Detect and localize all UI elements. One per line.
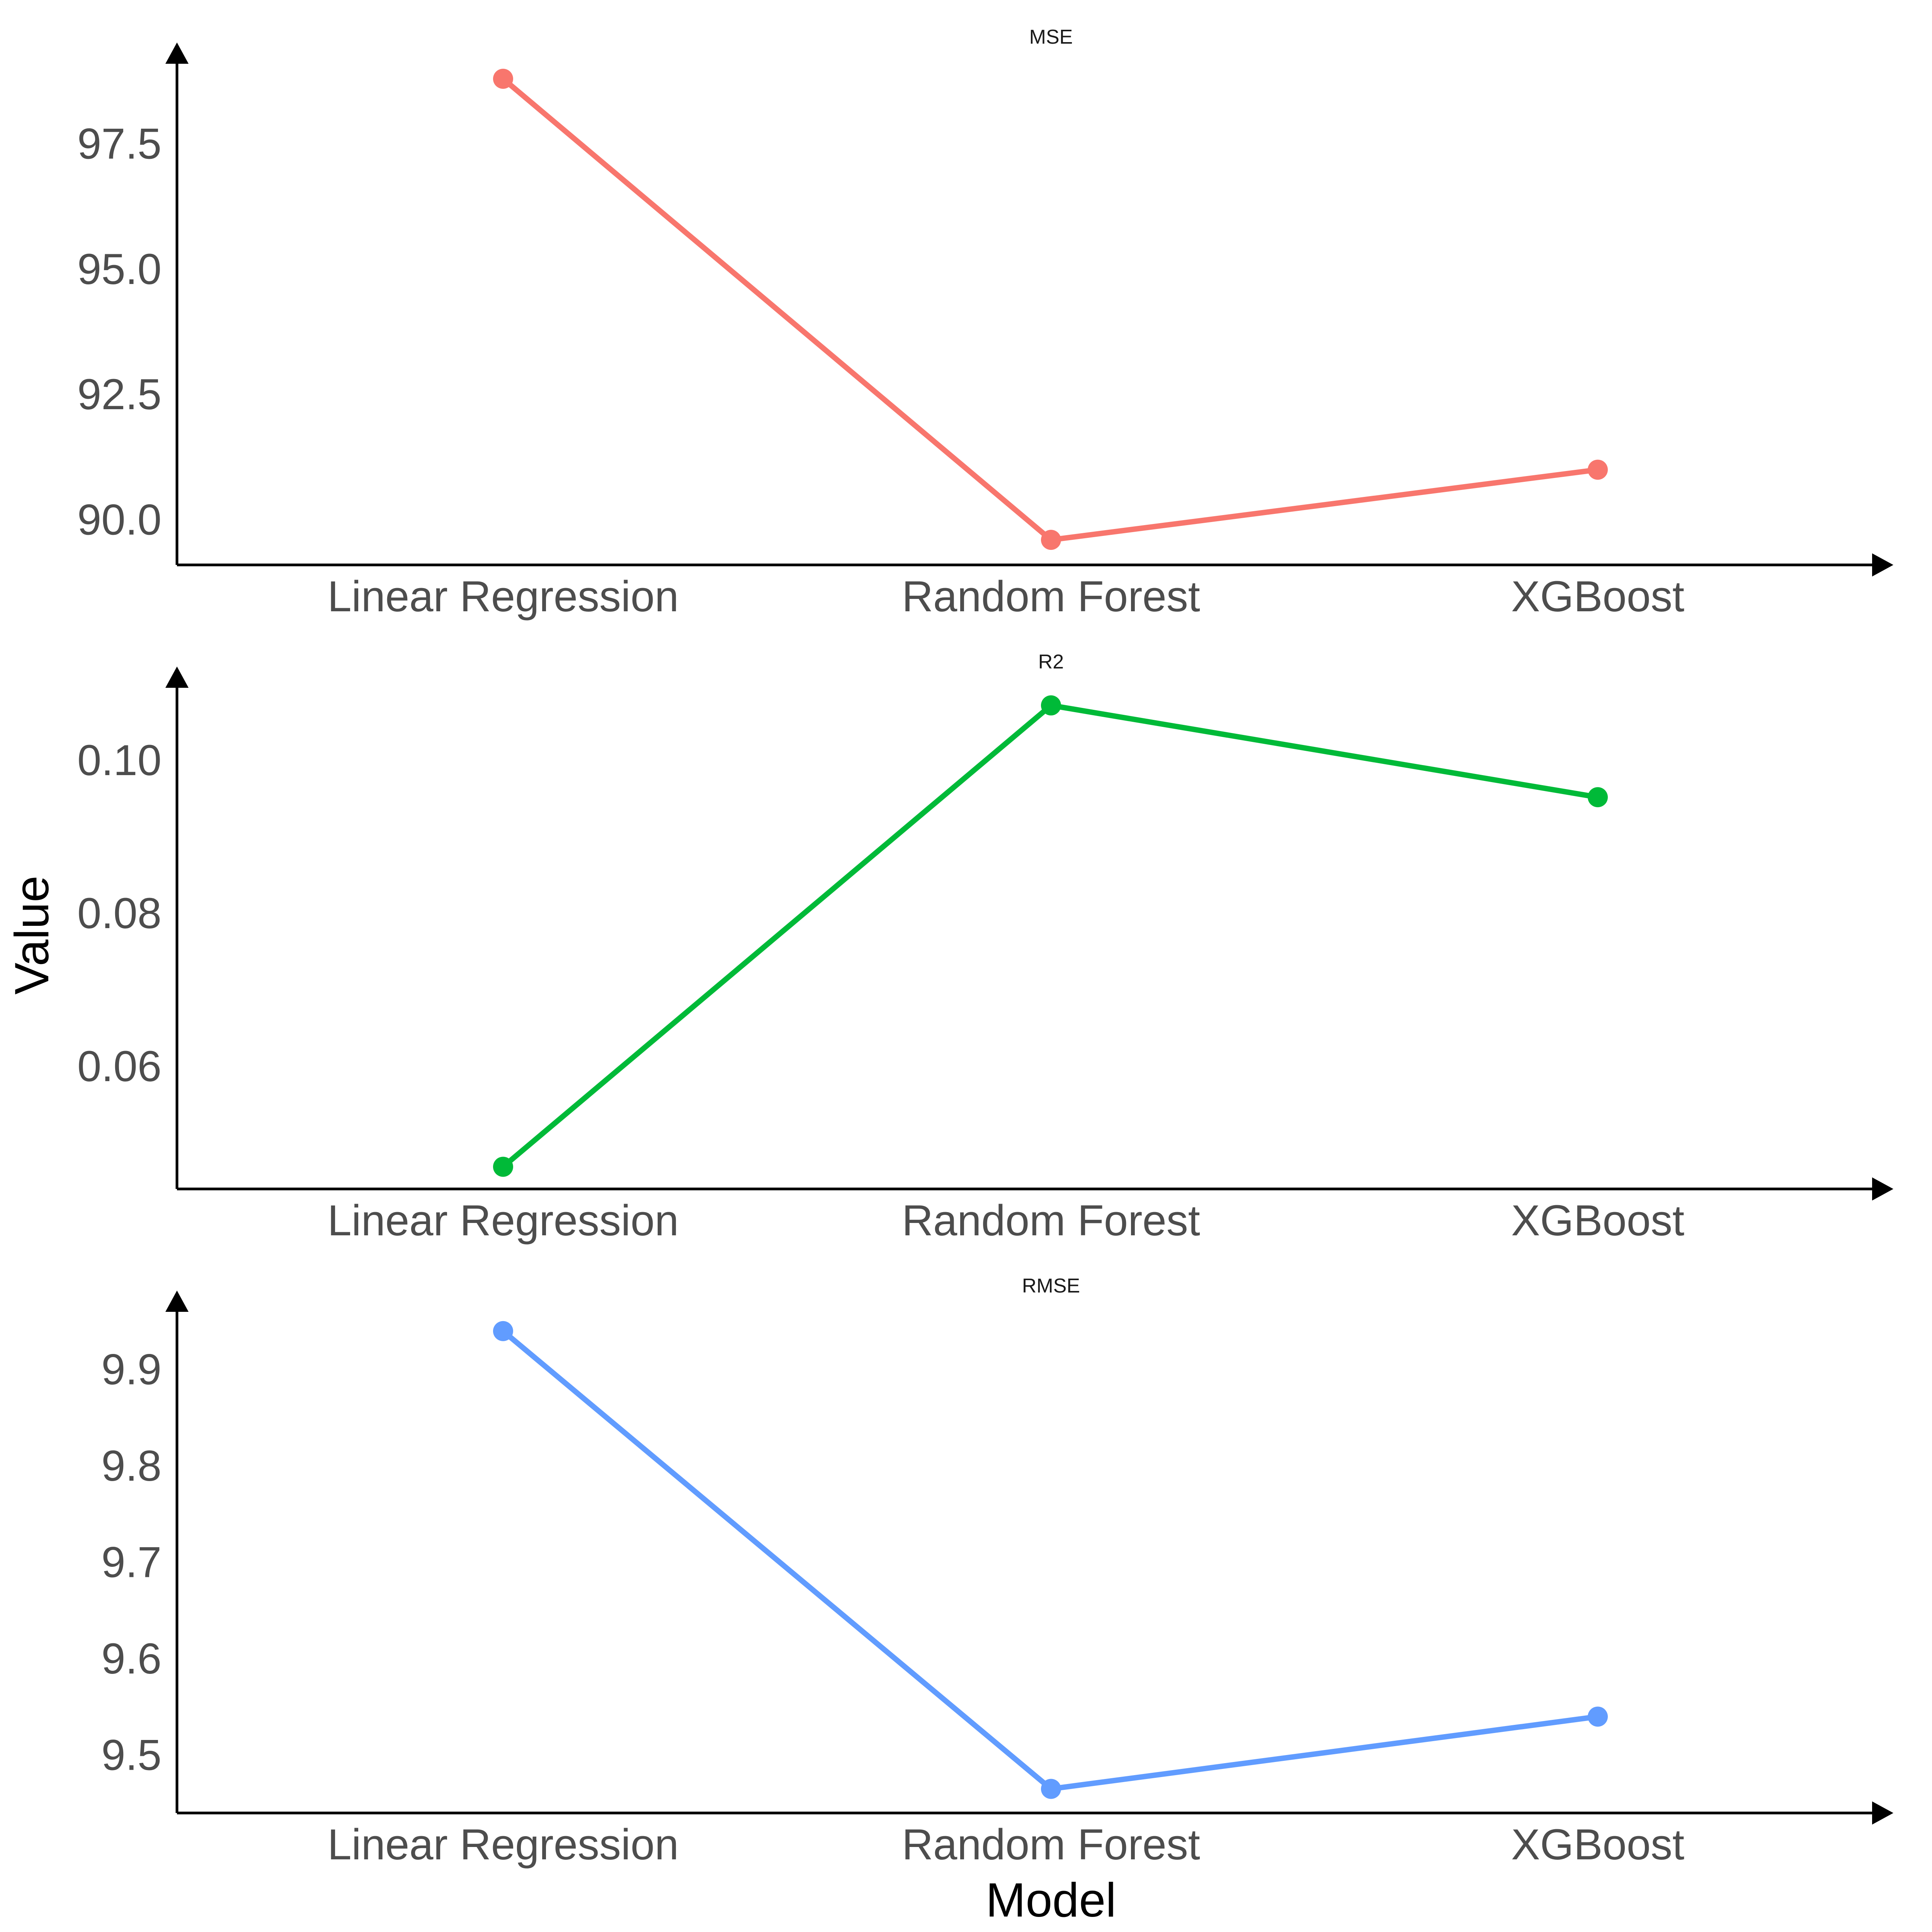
data-point: [493, 1156, 513, 1177]
series-line-r2: [500, 702, 1600, 1170]
panel-r2: R2 0.06 0.08 0.10 Linear Regression Random Fo…: [77, 651, 1893, 1245]
y-tick-label: 9.7: [101, 1538, 162, 1587]
y-tick-label: 9.5: [101, 1731, 162, 1779]
y-tick-label: 9.6: [101, 1634, 162, 1683]
data-point: [1588, 459, 1608, 480]
y-tick-label: 90.0: [77, 495, 162, 544]
panel-mse: MSE 90.0 92.5 95.0 97.5 Linear Regression Rand…: [77, 26, 1893, 621]
data-point: [493, 1321, 513, 1341]
panel-rmse: RMSE 9.5 9.6 9.7 9.8 9.9 Linear Regression Rand…: [101, 1275, 1893, 1869]
y-axis-arrow: [165, 43, 189, 64]
x-tick-label: XGBoost: [1511, 572, 1684, 621]
x-tick-label: XGBoost: [1511, 1196, 1684, 1245]
x-axis-arrow: [1872, 1801, 1893, 1825]
x-axis-arrow: [1872, 1177, 1893, 1201]
panel-title-rmse: RMSE: [1022, 1275, 1080, 1297]
series-line-mse: [500, 76, 1600, 543]
y-axis-arrow: [165, 1291, 189, 1312]
data-point: [493, 68, 513, 89]
y-tick-label: 92.5: [77, 370, 162, 418]
panel-title-r2: R2: [1038, 651, 1064, 673]
x-tick-label: Linear Regression: [328, 1820, 679, 1869]
x-tick-label: Linear Regression: [328, 1196, 679, 1245]
facet-panels: MSE 90.0 92.5 95.0 97.5 Linear Regression Rand…: [77, 26, 1893, 1869]
x-axis-arrow: [1872, 553, 1893, 577]
y-tick-label: 95.0: [77, 245, 162, 293]
x-tick-label: XGBoost: [1511, 1820, 1684, 1869]
y-axis-title: Value: [5, 876, 59, 995]
y-tick-label: 0.08: [77, 889, 162, 937]
series-line-rmse: [500, 1328, 1600, 1792]
panel-title-mse: MSE: [1029, 26, 1073, 48]
x-tick-label: Random Forest: [902, 1196, 1200, 1245]
x-tick-label: Random Forest: [902, 1820, 1200, 1869]
x-tick-label: Linear Regression: [328, 572, 679, 621]
y-axis-arrow: [165, 667, 189, 688]
data-point: [1041, 1779, 1061, 1799]
data-point: [1041, 530, 1061, 550]
x-tick-label: Random Forest: [902, 572, 1200, 621]
y-tick-label: 0.10: [77, 736, 162, 784]
data-point: [1588, 787, 1608, 808]
x-axis-title: Model: [986, 1874, 1116, 1927]
data-point: [1588, 1706, 1608, 1727]
y-tick-label: 9.8: [101, 1442, 162, 1490]
y-tick-label: 9.9: [101, 1345, 162, 1394]
y-tick-label: 0.06: [77, 1042, 162, 1090]
y-tick-label: 97.5: [77, 120, 162, 168]
data-point: [1041, 695, 1061, 716]
